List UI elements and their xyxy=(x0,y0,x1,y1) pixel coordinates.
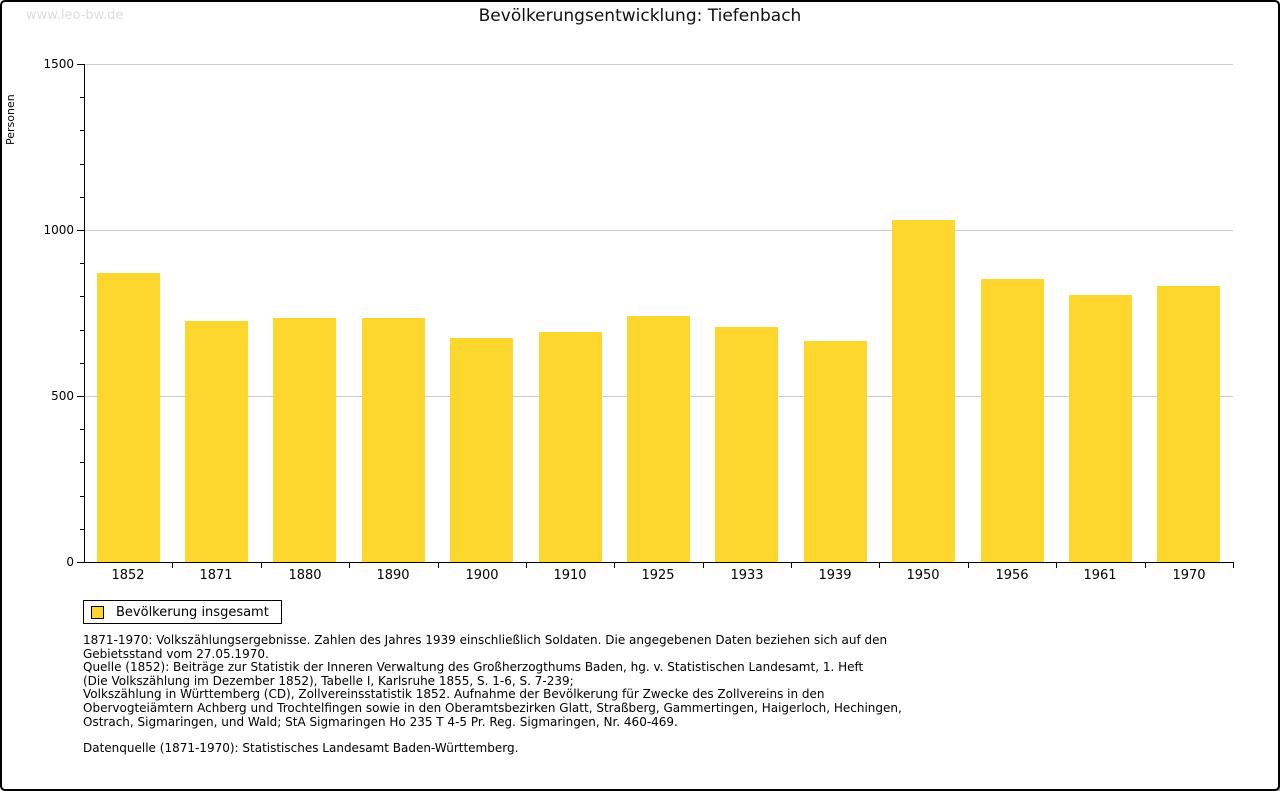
bar-1900 xyxy=(450,338,513,562)
y-major-tick-1500 xyxy=(77,64,84,65)
y-minor-tick-1400 xyxy=(80,97,84,98)
x-tick-4 xyxy=(438,563,439,568)
bar-1925 xyxy=(627,316,690,562)
y-minor-tick-200 xyxy=(80,496,84,497)
x-tick-label-1950: 1950 xyxy=(906,568,940,583)
x-axis-line xyxy=(84,562,1234,563)
legend-swatch-icon xyxy=(91,605,104,619)
y-minor-tick-100 xyxy=(80,529,84,530)
gridline-1000 xyxy=(84,230,1233,231)
y-minor-tick-600 xyxy=(80,363,84,364)
x-tick-label-1900: 1900 xyxy=(465,568,499,583)
bar-1970 xyxy=(1157,286,1220,562)
page-title: Bevölkerungsentwicklung: Tiefenbach xyxy=(478,6,802,26)
bar-1950 xyxy=(892,220,955,562)
x-tick-9 xyxy=(879,563,880,568)
x-tick-label-1961: 1961 xyxy=(1083,568,1117,583)
x-tick-label-1890: 1890 xyxy=(376,568,410,583)
bar-1956 xyxy=(981,279,1044,562)
x-tick-label-1910: 1910 xyxy=(553,568,587,583)
bar-1880 xyxy=(273,318,336,562)
x-tick-7 xyxy=(703,563,704,568)
y-tick-label-1000: 1000 xyxy=(43,223,74,237)
x-tick-label-1939: 1939 xyxy=(818,568,852,583)
x-tick-2 xyxy=(261,563,262,568)
bar-1852 xyxy=(97,273,160,562)
y-tick-label-500: 500 xyxy=(51,389,74,403)
y-major-tick-1000 xyxy=(77,230,84,231)
x-tick-label-1925: 1925 xyxy=(641,568,675,583)
bar-1910 xyxy=(539,332,602,562)
x-tick-label-1852: 1852 xyxy=(111,568,145,583)
x-tick-1 xyxy=(172,563,173,568)
footnote-line: 1871-1970: Volkszählungsergebnisse. Zahl… xyxy=(83,633,888,647)
footnotes: 1871-1970: Volkszählungsergebnisse. Zahl… xyxy=(83,633,1233,729)
bar-1933 xyxy=(715,327,778,562)
y-axis-title: Personen xyxy=(4,94,17,146)
footnote-line: (Die Volkszählung im Dezember 1852), Tab… xyxy=(83,673,574,688)
x-tick-end xyxy=(1233,563,1234,568)
y-axis-line xyxy=(84,64,85,562)
bar-1890 xyxy=(362,318,425,562)
x-tick-12 xyxy=(1145,563,1146,568)
y-minor-tick-800 xyxy=(80,296,84,297)
legend-label: Bevölkerung insgesamt xyxy=(116,604,269,620)
y-minor-tick-400 xyxy=(80,429,84,430)
y-major-tick-500 xyxy=(77,396,84,397)
gridline-1500 xyxy=(84,64,1233,65)
x-tick-5 xyxy=(526,563,527,568)
footnote-line: Gebietsstand vom 27.05.1970. xyxy=(83,646,269,661)
y-minor-tick-1300 xyxy=(80,130,84,131)
y-major-tick-0 xyxy=(77,562,84,563)
datasource-line: Datenquelle (1871-1970): Statistisches L… xyxy=(83,741,519,755)
y-minor-tick-300 xyxy=(80,462,84,463)
footnote-line: Obervogteiämtern Achberg und Trochtelfin… xyxy=(83,700,902,715)
x-tick-label-1956: 1956 xyxy=(995,568,1029,583)
x-tick-6 xyxy=(614,563,615,568)
legend: Bevölkerung insgesamt xyxy=(83,600,282,624)
x-tick-label-1933: 1933 xyxy=(730,568,764,583)
x-tick-10 xyxy=(968,563,969,568)
x-tick-3 xyxy=(349,563,350,568)
x-tick-label-1970: 1970 xyxy=(1172,568,1206,583)
watermark: www.leo-bw.de xyxy=(26,8,124,23)
bar-1961 xyxy=(1069,295,1132,562)
y-tick-label-1500: 1500 xyxy=(43,57,74,71)
y-minor-tick-1100 xyxy=(80,197,84,198)
bar-1871 xyxy=(185,321,248,562)
footnote-line: Quelle (1852): Beiträge zur Statistik de… xyxy=(83,660,864,675)
y-minor-tick-1200 xyxy=(80,164,84,165)
y-minor-tick-900 xyxy=(80,263,84,264)
x-tick-8 xyxy=(791,563,792,568)
x-tick-11 xyxy=(1056,563,1057,568)
bar-1939 xyxy=(804,341,867,562)
footnote-line: Volkszählung in Württemberg (CD), Zollve… xyxy=(83,687,825,702)
x-tick-label-1871: 1871 xyxy=(199,568,233,583)
y-tick-label-0: 0 xyxy=(66,555,74,569)
footnote-line: Ostrach, Sigmaringen, und Wald; StA Sigm… xyxy=(83,714,678,729)
y-minor-tick-700 xyxy=(80,330,84,331)
x-tick-label-1880: 1880 xyxy=(288,568,322,583)
